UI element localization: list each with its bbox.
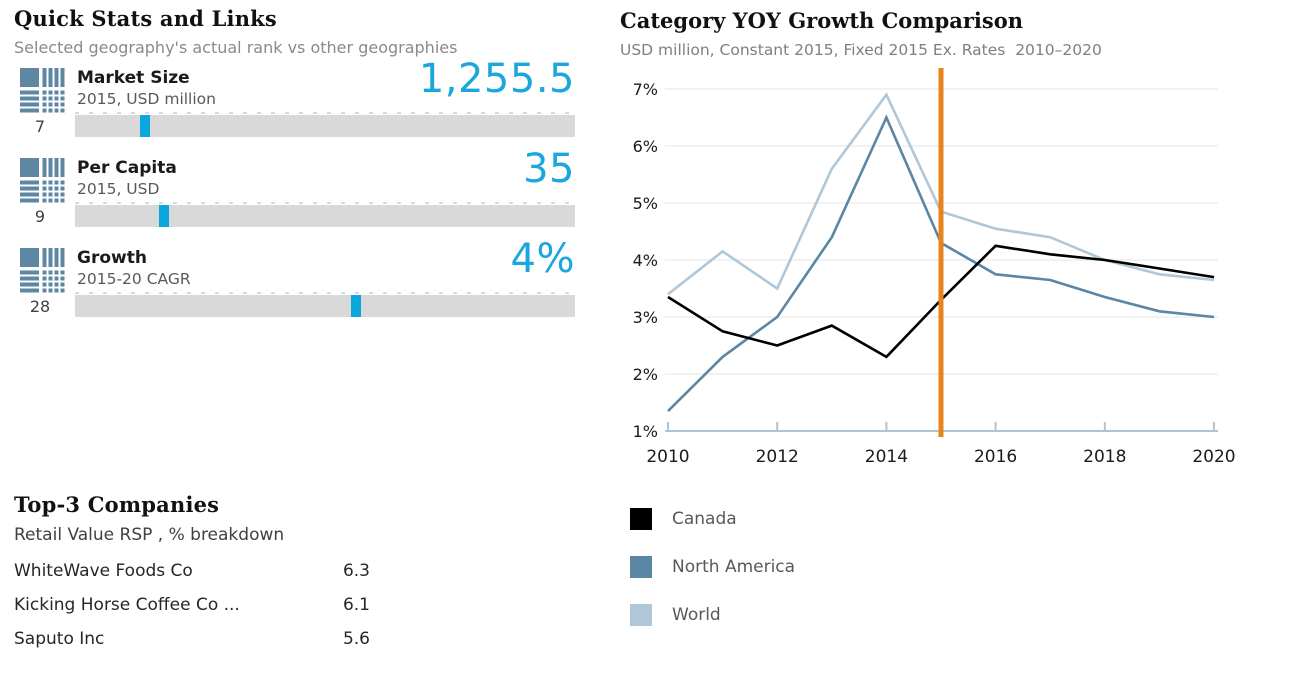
company-row[interactable]: Kicking Horse Coffee Co ... 6.1 [14, 588, 370, 622]
svg-text:3%: 3% [633, 308, 658, 327]
data-grid-icon [20, 158, 65, 203]
company-name: Kicking Horse Coffee Co ... [14, 595, 240, 615]
legend-label: Canada [672, 509, 737, 529]
svg-text:2016: 2016 [974, 447, 1017, 467]
chart-panel: Category YOY Growth Comparison USD milli… [620, 8, 1296, 59]
north-america-swatch-icon [630, 556, 652, 578]
legend-item-world: World [630, 604, 795, 626]
quick-stats-title: Quick Stats and Links [14, 6, 277, 31]
stat-rank: 9 [34, 207, 46, 226]
stat-sublabel: 2015-20 CAGR [77, 270, 191, 288]
quick-stats-subtitle: Selected geography's actual rank vs othe… [14, 38, 458, 57]
stat-value: 35 [523, 146, 575, 192]
rank-marker [139, 115, 150, 137]
svg-text:2012: 2012 [756, 447, 799, 467]
data-grid-icon [20, 248, 65, 293]
top-companies-title: Top-3 Companies [14, 492, 220, 517]
rank-bar [75, 202, 575, 227]
legend-item-canada: Canada [630, 508, 795, 530]
stat-sublabel: 2015, USD million [77, 90, 216, 108]
legend-label: North America [672, 557, 796, 577]
legend-label: World [672, 605, 721, 625]
top-companies-subtitle: Retail Value RSP , % breakdown [14, 525, 285, 545]
stat-row-market-size[interactable]: Market Size 2015, USD million 1,255.5 7 [14, 56, 575, 156]
company-row[interactable]: Saputo Inc 5.6 [14, 622, 370, 656]
rank-bar [75, 112, 575, 137]
stat-label: Market Size [77, 68, 190, 88]
world-swatch-icon [630, 604, 652, 626]
chart-legend: Canada North America World [630, 508, 795, 652]
stat-label: Growth [77, 248, 147, 268]
quick-stats-panel: Quick Stats and Links Selected geography… [14, 6, 575, 317]
svg-text:7%: 7% [633, 80, 658, 99]
company-name: WhiteWave Foods Co [14, 561, 193, 581]
company-share: 6.3 [342, 561, 370, 581]
company-share: 6.1 [342, 595, 370, 615]
svg-text:4%: 4% [633, 251, 658, 270]
chart-subtitle: USD million, Constant 2015, Fixed 2015 E… [620, 41, 1102, 59]
stat-row-per-capita[interactable]: Per Capita 2015, USD 35 9 [14, 146, 575, 246]
data-grid-icon [20, 68, 65, 113]
stat-value: 1,255.5 [418, 56, 575, 102]
stat-value: 4% [510, 236, 575, 282]
svg-text:2020: 2020 [1192, 447, 1235, 467]
chart-title: Category YOY Growth Comparison [620, 8, 1023, 33]
rank-marker [351, 295, 362, 317]
svg-text:2018: 2018 [1083, 447, 1126, 467]
svg-text:2010: 2010 [646, 447, 689, 467]
yoy-growth-line-chart: 1% 2% 3% 4% 5% 6% 7% 2010 2012 2014 2016 2018 2020 [633, 68, 1236, 467]
rank-marker [159, 205, 170, 227]
svg-text:1%: 1% [633, 422, 658, 441]
stat-rank: 28 [29, 297, 51, 316]
rank-bar [75, 292, 575, 317]
svg-text:2014: 2014 [865, 447, 908, 467]
svg-text:2%: 2% [633, 365, 658, 384]
stat-sublabel: 2015, USD [77, 180, 160, 198]
company-row[interactable]: WhiteWave Foods Co 6.3 [14, 554, 370, 588]
company-name: Saputo Inc [14, 629, 105, 649]
legend-item-north-america: North America [630, 556, 795, 578]
stat-label: Per Capita [77, 158, 177, 178]
top-companies-panel: Top-3 Companies Retail Value RSP , % bre… [14, 492, 374, 656]
canada-swatch-icon [630, 508, 652, 530]
svg-text:5%: 5% [633, 194, 658, 213]
stat-row-growth[interactable]: Growth 2015-20 CAGR 4% 28 [14, 236, 575, 336]
stat-rank: 7 [34, 117, 46, 136]
svg-text:6%: 6% [633, 137, 658, 156]
company-share: 5.6 [342, 629, 370, 649]
